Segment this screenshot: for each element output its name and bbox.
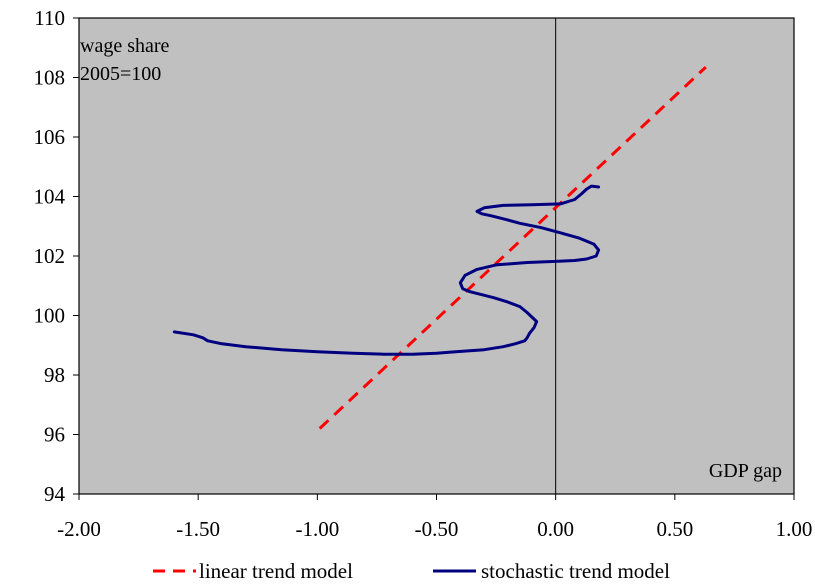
tick-marks	[73, 17, 795, 500]
x-axis-label: GDP gap	[709, 460, 782, 482]
plot-content	[172, 18, 707, 494]
x-tick-label: 0.00	[537, 517, 574, 541]
x-tick-label: 1.00	[776, 517, 813, 541]
x-tick-labels: -2.00 -1.50 -1.00 -0.50 0.00 0.50 1.00	[57, 517, 812, 541]
y-axis-label-line-1: wage share	[80, 35, 170, 57]
y-tick-label: 108	[34, 66, 66, 90]
x-tick-label: -1.00	[295, 517, 339, 541]
y-tick-label: 98	[44, 363, 65, 387]
y-tick-label: 100	[34, 304, 66, 328]
y-tick-label: 104	[34, 185, 66, 209]
x-tick-label: -0.50	[415, 517, 459, 541]
legend-label-1: linear trend model	[199, 559, 353, 581]
x-tick-label: -2.00	[57, 517, 101, 541]
series-line-1	[318, 66, 707, 430]
y-tick-labels: 94 96 98 100 102 104 106 108 110	[34, 6, 66, 506]
plot-area	[79, 18, 794, 494]
x-tick-label: 0.50	[656, 517, 693, 541]
legend: linear trend model stochastic trend model	[153, 559, 670, 583]
y-tick-label: 102	[34, 244, 66, 268]
y-tick-label: 110	[34, 6, 65, 30]
y-tick-label: 94	[44, 482, 66, 506]
y-axis-label-line-2: 2005=100	[80, 63, 161, 85]
legend-label-2: stochastic trend model	[481, 559, 670, 581]
x-tick-label: -1.50	[176, 517, 220, 541]
y-tick-label: 106	[34, 125, 66, 149]
y-tick-label: 96	[44, 423, 65, 447]
series-line-2	[172, 184, 601, 356]
